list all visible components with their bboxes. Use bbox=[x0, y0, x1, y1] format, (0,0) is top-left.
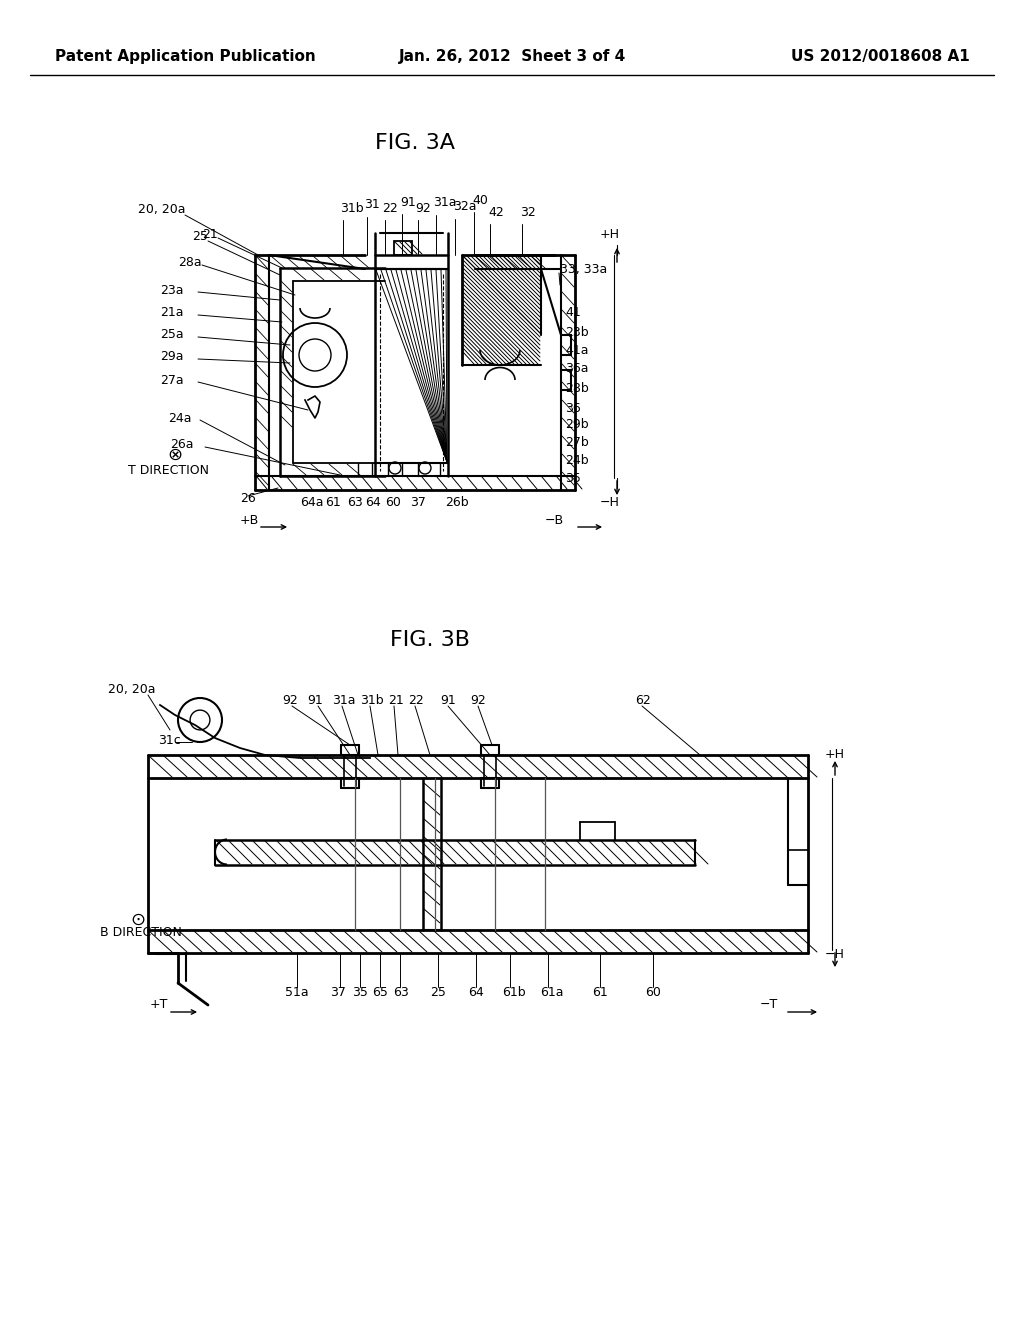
Text: 65: 65 bbox=[372, 986, 388, 998]
Text: 92: 92 bbox=[470, 693, 485, 706]
Text: US 2012/0018608 A1: US 2012/0018608 A1 bbox=[792, 49, 970, 65]
Text: 27a: 27a bbox=[160, 374, 183, 387]
Text: 28b: 28b bbox=[565, 381, 589, 395]
Text: T DIRECTION: T DIRECTION bbox=[128, 463, 209, 477]
Text: Jan. 26, 2012  Sheet 3 of 4: Jan. 26, 2012 Sheet 3 of 4 bbox=[398, 49, 626, 65]
Bar bbox=[394, 242, 412, 255]
Text: 61b: 61b bbox=[502, 986, 525, 998]
Text: 92: 92 bbox=[282, 693, 298, 706]
Text: 40: 40 bbox=[472, 194, 487, 206]
Text: 28a: 28a bbox=[178, 256, 202, 268]
Text: 51a: 51a bbox=[285, 986, 308, 998]
Text: 35: 35 bbox=[565, 471, 581, 484]
Text: 21a: 21a bbox=[160, 306, 183, 319]
Text: +H: +H bbox=[600, 228, 620, 242]
Text: 27b: 27b bbox=[565, 437, 589, 450]
Text: 37: 37 bbox=[330, 986, 346, 998]
Text: −H: −H bbox=[600, 496, 620, 510]
Text: 63: 63 bbox=[393, 986, 409, 998]
Text: 64: 64 bbox=[468, 986, 483, 998]
Text: 37: 37 bbox=[410, 495, 426, 508]
Text: 64: 64 bbox=[365, 495, 381, 508]
Text: 63: 63 bbox=[347, 495, 362, 508]
Text: 25: 25 bbox=[193, 231, 208, 243]
Text: 32: 32 bbox=[520, 206, 536, 219]
Text: 25a: 25a bbox=[160, 329, 183, 342]
Text: 25: 25 bbox=[430, 986, 445, 998]
Text: 26a: 26a bbox=[170, 438, 194, 451]
Text: 33, 33a: 33, 33a bbox=[560, 264, 607, 276]
Text: 35: 35 bbox=[352, 986, 368, 998]
Text: 24a: 24a bbox=[168, 412, 191, 425]
Text: +T: +T bbox=[150, 998, 168, 1011]
Text: 41a: 41a bbox=[565, 343, 589, 356]
Text: +H: +H bbox=[825, 748, 845, 762]
Text: 22: 22 bbox=[408, 693, 424, 706]
Text: −H: −H bbox=[825, 949, 845, 961]
Text: 92: 92 bbox=[415, 202, 431, 214]
Text: 20, 20a: 20, 20a bbox=[138, 203, 185, 216]
Text: 91: 91 bbox=[400, 195, 416, 209]
Text: −B: −B bbox=[545, 513, 564, 527]
Text: 23b: 23b bbox=[565, 326, 589, 338]
Text: $\otimes$: $\otimes$ bbox=[167, 446, 182, 465]
Text: 31a: 31a bbox=[433, 197, 457, 210]
Text: 23a: 23a bbox=[160, 284, 183, 297]
Text: 26: 26 bbox=[240, 491, 256, 504]
Text: 29a: 29a bbox=[160, 351, 183, 363]
Text: FIG. 3A: FIG. 3A bbox=[375, 133, 455, 153]
Text: 60: 60 bbox=[645, 986, 660, 998]
Text: 21: 21 bbox=[388, 693, 403, 706]
Text: Patent Application Publication: Patent Application Publication bbox=[55, 49, 315, 65]
Text: 31a: 31a bbox=[332, 693, 355, 706]
Text: 36a: 36a bbox=[565, 362, 589, 375]
Text: B DIRECTION: B DIRECTION bbox=[100, 927, 182, 940]
Text: 91: 91 bbox=[440, 693, 456, 706]
Text: 20, 20a: 20, 20a bbox=[108, 684, 156, 697]
Text: 41: 41 bbox=[565, 305, 581, 318]
Text: 24b: 24b bbox=[565, 454, 589, 466]
Text: 42: 42 bbox=[488, 206, 504, 219]
Text: 31b: 31b bbox=[340, 202, 364, 214]
Text: 61: 61 bbox=[325, 495, 341, 508]
Text: FIG. 3B: FIG. 3B bbox=[390, 630, 470, 649]
Text: 60: 60 bbox=[385, 495, 400, 508]
Text: 61a: 61a bbox=[540, 986, 563, 998]
Text: 31c: 31c bbox=[158, 734, 181, 747]
Text: 61: 61 bbox=[592, 986, 608, 998]
Text: 26b: 26b bbox=[445, 495, 469, 508]
Text: 36: 36 bbox=[565, 401, 581, 414]
Text: 31: 31 bbox=[364, 198, 380, 211]
Text: 91: 91 bbox=[307, 693, 323, 706]
Text: +B: +B bbox=[240, 513, 259, 527]
Text: 21: 21 bbox=[202, 228, 218, 242]
Text: $\odot$: $\odot$ bbox=[130, 911, 145, 929]
Text: 31b: 31b bbox=[360, 693, 384, 706]
Text: 62: 62 bbox=[635, 693, 650, 706]
Text: 29b: 29b bbox=[565, 418, 589, 432]
Text: −T: −T bbox=[760, 998, 778, 1011]
Text: 22: 22 bbox=[382, 202, 397, 214]
Text: 64a: 64a bbox=[300, 495, 324, 508]
Text: 32a: 32a bbox=[453, 201, 476, 214]
